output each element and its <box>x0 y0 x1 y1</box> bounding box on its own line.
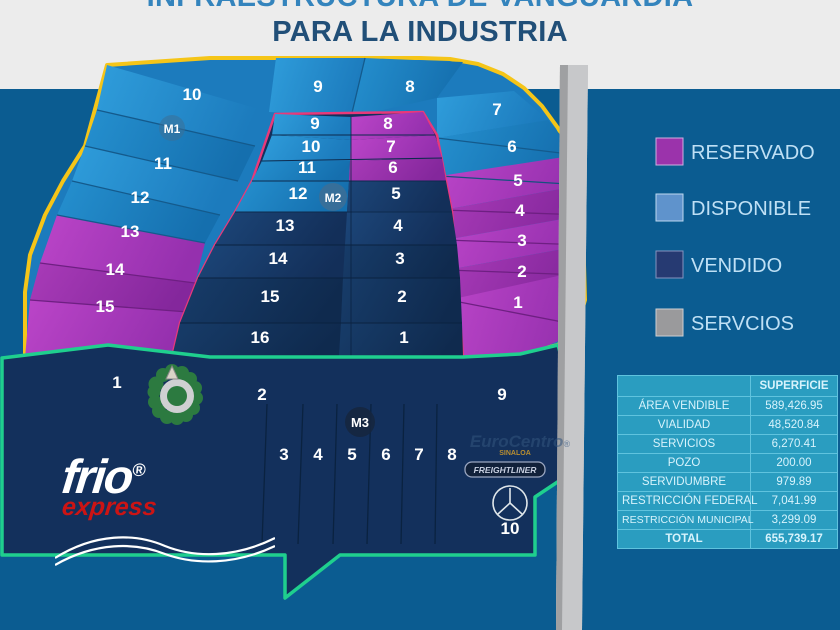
svg-text:1: 1 <box>112 373 121 392</box>
svg-text:13: 13 <box>276 216 295 235</box>
svg-text:3: 3 <box>517 231 526 250</box>
svg-text:M1: M1 <box>164 122 181 136</box>
svg-text:FREIGHTLINER: FREIGHTLINER <box>474 465 538 475</box>
svg-text:3: 3 <box>395 249 404 268</box>
svg-text:4: 4 <box>393 216 403 235</box>
svg-text:7: 7 <box>386 137 395 156</box>
svg-text:9: 9 <box>313 77 322 96</box>
svg-text:10: 10 <box>501 519 520 538</box>
svg-text:2: 2 <box>517 262 526 281</box>
svg-text:VENDIDO: VENDIDO <box>691 255 782 277</box>
svg-text:5: 5 <box>391 184 400 203</box>
svg-text:16: 16 <box>251 328 270 347</box>
svg-text:DISPONIBLE: DISPONIBLE <box>691 198 811 220</box>
svg-text:4: 4 <box>313 445 323 464</box>
svg-text:15: 15 <box>261 287 280 306</box>
svg-text:8: 8 <box>447 445 456 464</box>
svg-text:M2: M2 <box>325 191 342 205</box>
svg-text:4: 4 <box>515 201 525 220</box>
svg-text:1: 1 <box>513 293 522 312</box>
svg-text:7: 7 <box>492 100 501 119</box>
svg-text:6: 6 <box>381 445 390 464</box>
svg-text:12: 12 <box>131 188 150 207</box>
svg-text:14: 14 <box>106 260 125 279</box>
svg-text:5: 5 <box>347 445 356 464</box>
svg-text:6: 6 <box>388 158 397 177</box>
svg-text:8: 8 <box>383 114 392 133</box>
svg-text:RESERVADO: RESERVADO <box>691 142 815 164</box>
svg-text:11: 11 <box>154 154 172 173</box>
svg-text:5: 5 <box>513 171 522 190</box>
svg-text:14: 14 <box>269 249 288 268</box>
svg-text:6: 6 <box>507 137 516 156</box>
svg-text:11: 11 <box>298 158 316 177</box>
svg-text:2: 2 <box>397 287 406 306</box>
svg-text:8: 8 <box>405 77 414 96</box>
svg-text:10: 10 <box>183 85 202 104</box>
svg-text:7: 7 <box>414 445 423 464</box>
svg-text:10: 10 <box>302 137 321 156</box>
svg-text:12: 12 <box>289 184 308 203</box>
svg-text:13: 13 <box>121 222 140 241</box>
svg-text:15: 15 <box>96 297 115 316</box>
svg-text:SERVCIOS: SERVCIOS <box>691 313 794 335</box>
svg-text:2: 2 <box>257 385 266 404</box>
svg-text:9: 9 <box>497 385 506 404</box>
svg-text:1: 1 <box>399 328 408 347</box>
svg-text:M3: M3 <box>351 415 369 430</box>
svg-text:9: 9 <box>310 114 319 133</box>
